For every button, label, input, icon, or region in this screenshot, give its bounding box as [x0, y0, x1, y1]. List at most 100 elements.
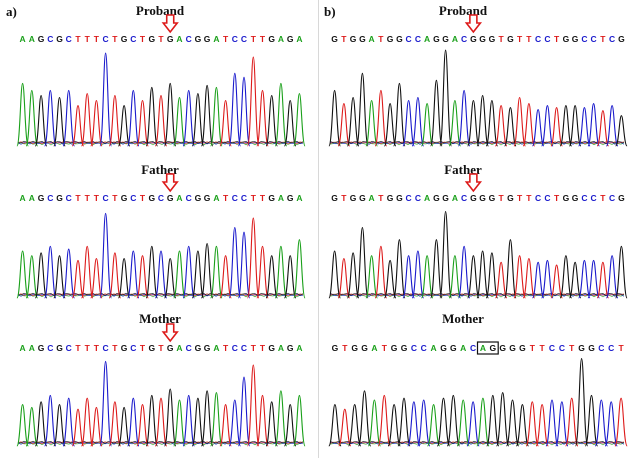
- peak-A: [16, 250, 29, 299]
- base-letter: G: [361, 343, 368, 353]
- base-letter: A: [369, 34, 375, 44]
- base-letter: T: [378, 193, 384, 203]
- peak-G: [515, 404, 530, 447]
- base-letter: G: [507, 34, 514, 44]
- peak-G: [574, 358, 589, 447]
- peak-C: [127, 89, 140, 147]
- base-letter: C: [130, 34, 136, 44]
- peak-C: [402, 255, 415, 299]
- base-letter: G: [148, 34, 155, 44]
- peak-C: [587, 103, 600, 147]
- variant-arrow-icon: [464, 173, 483, 193]
- base-letter: C: [535, 34, 541, 44]
- peak-G: [393, 239, 406, 299]
- base-letter: A: [452, 193, 458, 203]
- peak-A: [16, 404, 29, 447]
- base-letter: G: [519, 343, 526, 353]
- peak-A: [420, 103, 434, 147]
- peak-G: [163, 257, 177, 299]
- base-letter: C: [66, 34, 72, 44]
- peak-G: [505, 399, 520, 447]
- base-letter: G: [56, 343, 63, 353]
- peak-T: [136, 404, 149, 447]
- base-letter: G: [387, 34, 394, 44]
- peak-T: [550, 107, 563, 147]
- base-letter: C: [103, 34, 109, 44]
- base-letter: C: [609, 193, 615, 203]
- peak-T: [494, 261, 508, 299]
- base-letter: G: [618, 34, 625, 44]
- peak-G: [191, 92, 205, 147]
- base-letter: A: [176, 193, 182, 203]
- peak-T: [513, 255, 526, 299]
- base-letter: C: [66, 343, 72, 353]
- base-letter: G: [507, 193, 514, 203]
- peak-C: [154, 250, 168, 299]
- base-letter: T: [378, 34, 384, 44]
- peak-G: [53, 255, 66, 299]
- peak-A: [456, 399, 470, 447]
- peak-T: [374, 89, 388, 147]
- base-letter: T: [158, 343, 164, 353]
- peak-G: [430, 239, 443, 299]
- base-letter: G: [332, 343, 339, 353]
- base-letter: C: [158, 193, 164, 203]
- base-letter: T: [112, 34, 118, 44]
- peak-T: [219, 404, 232, 447]
- peak-C: [531, 109, 545, 147]
- base-letter: G: [268, 34, 275, 44]
- base-letter: G: [479, 34, 486, 44]
- base-letter: A: [29, 34, 35, 44]
- base-letter: G: [563, 193, 570, 203]
- base-letter: G: [287, 343, 294, 353]
- base-letter: C: [66, 193, 72, 203]
- peak-T: [374, 245, 388, 299]
- peak-C: [44, 89, 57, 147]
- base-letter: G: [38, 193, 45, 203]
- peak-C: [555, 401, 569, 447]
- peak-G: [34, 252, 48, 299]
- base-letter: C: [609, 34, 615, 44]
- base-letter: T: [75, 193, 81, 203]
- peak-G: [117, 406, 131, 447]
- peak-T: [614, 397, 628, 447]
- peak-C: [531, 261, 545, 299]
- peak-G: [265, 401, 278, 447]
- peak-T: [154, 397, 168, 447]
- base-letter: G: [391, 343, 398, 353]
- peak-G: [200, 242, 214, 299]
- peak-C: [99, 52, 112, 147]
- base-letter: C: [591, 34, 597, 44]
- peak-C: [604, 401, 618, 447]
- base-letter: A: [29, 343, 35, 353]
- peak-G: [283, 404, 297, 447]
- peak-T: [71, 259, 85, 299]
- base-letter: G: [442, 193, 449, 203]
- peak-A: [16, 82, 29, 147]
- base-letter: A: [213, 343, 219, 353]
- base-letter: T: [251, 34, 257, 44]
- peak-G: [265, 94, 278, 147]
- base-letter: G: [578, 343, 585, 353]
- peak-G: [328, 89, 341, 147]
- base-letter: G: [195, 193, 202, 203]
- base-letter: G: [204, 343, 211, 353]
- peak-C: [457, 245, 471, 299]
- peak-G: [346, 96, 360, 147]
- peak-C: [411, 96, 425, 147]
- peak-G: [439, 49, 452, 147]
- peak-G: [191, 250, 205, 299]
- peak-C: [62, 89, 76, 147]
- base-letter: A: [176, 34, 182, 44]
- peak-C: [228, 399, 242, 447]
- base-letter: C: [421, 343, 427, 353]
- peak-G: [559, 255, 573, 299]
- base-letter: G: [167, 343, 174, 353]
- base-letter: T: [600, 193, 606, 203]
- base-letter: T: [530, 343, 536, 353]
- peak-G: [485, 252, 499, 299]
- peak-T: [513, 96, 526, 147]
- base-letter: C: [415, 34, 421, 44]
- peak-T: [535, 404, 549, 447]
- peak-G: [283, 99, 297, 147]
